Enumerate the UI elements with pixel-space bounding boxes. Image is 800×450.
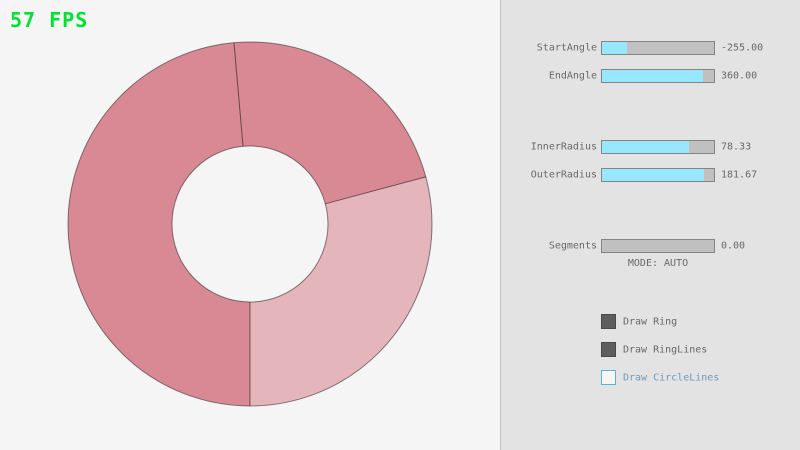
segments-label: Segments [548, 240, 597, 252]
segments-mode-label: MODE: AUTO [627, 258, 689, 269]
innerradius-slider-fill [602, 141, 690, 153]
innerradius-slider[interactable] [601, 140, 715, 154]
slider-row-segments: Segments 0.00 [501, 238, 800, 254]
slider-row-outerradius: OuterRadius 181.67 [501, 167, 800, 183]
endangle-slider[interactable] [601, 69, 715, 83]
mode-row: MODE: AUTO [501, 258, 800, 274]
control-panel: StartAngle -255.00 EndAngle 360.00 Inner… [500, 0, 800, 450]
slider-row-startangle: StartAngle -255.00 [501, 40, 800, 56]
segments-slider[interactable] [601, 239, 715, 253]
outerradius-slider[interactable] [601, 168, 715, 182]
startangle-slider[interactable] [601, 41, 715, 55]
fps-counter: 57 FPS [10, 8, 89, 32]
draw-ringlines-checkbox-box[interactable] [601, 342, 616, 357]
ring-radial-lines [233, 42, 426, 406]
startangle-value: -255.00 [721, 42, 764, 54]
ring-light-sector [250, 176, 433, 407]
checkbox-draw-circlelines[interactable]: Draw CircleLines [501, 370, 800, 386]
endangle-label: EndAngle [548, 70, 597, 82]
slider-row-innerradius: InnerRadius 78.33 [501, 139, 800, 155]
ring-svg [67, 41, 433, 407]
slider-row-endangle: EndAngle 360.00 [501, 68, 800, 84]
draw-ring-checkbox-label: Draw Ring [623, 316, 678, 328]
draw-circlelines-checkbox-box[interactable] [601, 370, 616, 385]
innerradius-value: 78.33 [721, 141, 752, 153]
draw-ring-checkbox-box[interactable] [601, 314, 616, 329]
outerradius-value: 181.67 [721, 169, 758, 181]
segments-value: 0.00 [721, 240, 746, 252]
startangle-label: StartAngle [536, 42, 597, 54]
endangle-value: 360.00 [721, 70, 758, 82]
outerradius-label: OuterRadius [530, 169, 597, 181]
draw-ringlines-checkbox-label: Draw RingLines [623, 344, 708, 356]
ring-outline [67, 41, 433, 407]
checkbox-draw-ring[interactable]: Draw Ring [501, 314, 800, 330]
innerradius-label: InnerRadius [530, 141, 597, 153]
outerradius-slider-fill [602, 169, 704, 181]
checkbox-draw-ringlines[interactable]: Draw RingLines [501, 342, 800, 358]
endangle-slider-fill [602, 70, 703, 82]
drawing-canvas [67, 41, 433, 407]
startangle-slider-fill [602, 42, 627, 54]
draw-circlelines-checkbox-label: Draw CircleLines [623, 372, 720, 384]
